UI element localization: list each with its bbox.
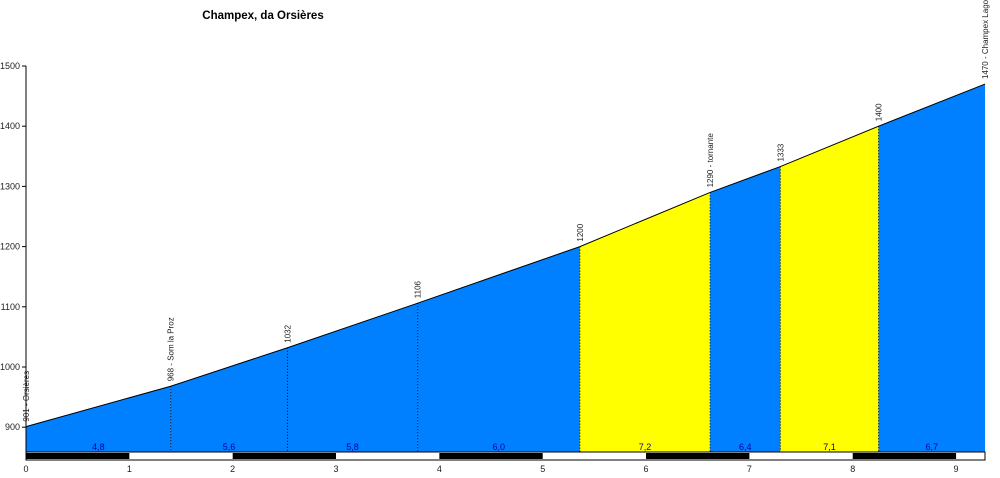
profile-area-segment (780, 126, 879, 452)
profile-area-segment (710, 166, 781, 452)
gradient-label: 6,7 (926, 442, 939, 452)
gradient-label: 7,1 (823, 442, 836, 452)
y-tick-label: 1400 (0, 121, 20, 131)
profile-area-segment (878, 84, 985, 452)
y-tick-label: 900 (5, 422, 20, 432)
x-tick-label: 5 (540, 464, 545, 474)
x-tick-label: 8 (850, 464, 855, 474)
axes-layer: 900 1000 1100 1200 1300 1400 1500 0 1 2 3 4 5 6 7 8 9 (0, 61, 959, 474)
distance-scale-bar (25, 451, 986, 461)
profile-area-segment (26, 386, 171, 452)
profile-area-segment (287, 303, 418, 452)
profile-area-segment (579, 192, 711, 453)
elevation-label: 1032 (283, 324, 292, 342)
scale-bar-dark-km (232, 453, 337, 459)
elevation-label: 1400 (875, 103, 884, 121)
x-tick-label: 6 (644, 464, 649, 474)
x-tick-label: 1 (127, 464, 132, 474)
x-tick-label: 7 (747, 464, 752, 474)
profile-outline-layer (25, 83, 986, 452)
scale-bar-dark-km (852, 453, 957, 459)
profile-area-segment (417, 246, 580, 452)
profile-area-segment (170, 347, 288, 452)
elevation-label: 1290 - tornante (706, 133, 715, 188)
y-tick-label: 1100 (1, 302, 20, 312)
gradient-label: 6,0 (493, 442, 506, 452)
scale-bar-dark-km (646, 453, 750, 459)
gradient-label: 5,6 (223, 442, 236, 452)
elevation-label: 1333 (776, 143, 785, 161)
x-tick-label: 3 (334, 464, 339, 474)
gradient-label: 5,8 (346, 442, 359, 452)
x-tick-label: 9 (954, 464, 959, 474)
x-tick-label: 4 (437, 464, 442, 474)
profile-fill-layer (26, 84, 985, 453)
elevation-label: 1106 (414, 280, 423, 298)
gradient-label: 7,2 (639, 442, 652, 452)
y-tick-label: 1300 (0, 181, 20, 191)
x-tick-label: 0 (23, 464, 28, 474)
gradient-label: 4,8 (92, 442, 105, 452)
scale-bar-dark-km (439, 453, 543, 459)
y-tick-label: 1000 (0, 362, 20, 372)
elevation-label: 968 - Som la Proz (167, 317, 176, 381)
chart-title: Champex, da Orsières (202, 10, 323, 22)
elevation-label: 1200 (576, 223, 585, 241)
scale-bar-dark-km (26, 453, 130, 459)
y-tick-label: 1200 (0, 242, 20, 252)
elevation-label: 901 - Orsières (22, 371, 31, 422)
labels-layer: 901 - Orsières 968 - Som la Proz 1032 1106 1… (22, 0, 990, 452)
x-tick-label: 2 (230, 464, 235, 474)
y-tick-label: 1500 (0, 61, 20, 71)
gradient-label: 6,4 (739, 442, 752, 452)
elevation-label: 1470 - Champex Lago (981, 0, 990, 79)
